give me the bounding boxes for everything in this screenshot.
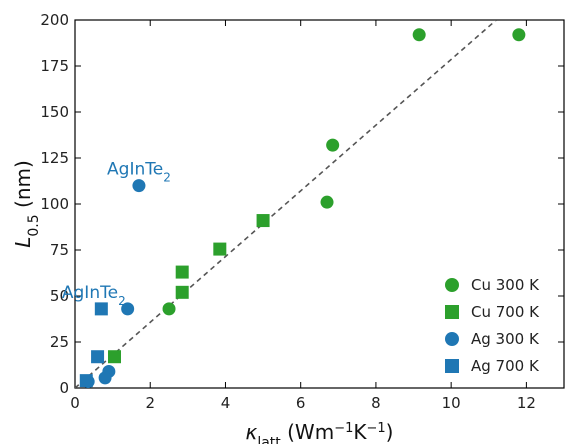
legend-marker: [445, 305, 459, 319]
y-label-units: (nm): [11, 160, 35, 214]
y-tick-label: 175: [40, 57, 69, 75]
series-cu-700-k: [107, 214, 270, 364]
y-tick-label: 0: [59, 379, 69, 397]
data-point: [326, 138, 340, 152]
annotation-sub: 2: [163, 171, 171, 185]
data-point: [79, 374, 93, 388]
x-tick-label: 4: [221, 394, 231, 412]
legend-label: Cu 300 K: [471, 276, 540, 294]
data-point: [175, 285, 189, 299]
y-tick-label: 125: [40, 149, 69, 167]
x-label-units: (Wm: [281, 420, 334, 444]
x-tick-label: 12: [517, 394, 536, 412]
y-tick-label: 150: [40, 103, 69, 121]
x-label-subscript: latt: [257, 435, 281, 444]
series-cu-300-k: [162, 28, 526, 316]
x-tick-label: 0: [70, 394, 80, 412]
data-point: [256, 214, 270, 228]
series-ag-700-k: [79, 302, 108, 388]
data-point: [132, 179, 146, 193]
data-point: [91, 350, 105, 364]
legend-marker: [445, 359, 459, 373]
annotation-sub: 2: [118, 294, 126, 308]
y-label-subscript: 0.5: [26, 214, 42, 236]
data-point: [107, 350, 121, 364]
data-point: [213, 242, 227, 256]
data-point: [512, 28, 526, 42]
legend-marker: [445, 332, 459, 346]
x-label-units-close: ): [386, 420, 394, 444]
series-ag-300-k: [81, 179, 146, 388]
legend-label: Ag 700 K: [471, 357, 540, 375]
x-label-units-k: K: [353, 420, 367, 444]
legend-label: Cu 700 K: [471, 303, 540, 321]
legend: Cu 300 K Cu 700 K Ag 300 K Ag 700 K: [445, 276, 540, 375]
data-point: [94, 302, 108, 316]
data-point: [121, 302, 135, 316]
x-tick-label: 8: [371, 394, 381, 412]
x-axis-label: κlatt (Wm−1K−1): [246, 420, 394, 444]
y-tick-label: 50: [50, 287, 69, 305]
x-label-superscript: −1: [366, 421, 385, 436]
annotation-base: AgInTe: [107, 160, 163, 180]
x-tick-label: 10: [442, 394, 461, 412]
data-point: [175, 265, 189, 279]
data-point: [320, 195, 334, 209]
annotation-base: AgInTe: [62, 283, 118, 303]
data-point: [412, 28, 426, 42]
fit-line: [75, 20, 497, 388]
y-tick-label: 75: [50, 241, 69, 259]
legend-marker: [445, 278, 459, 292]
y-label-symbol: L: [11, 237, 35, 248]
data-point: [162, 302, 176, 316]
x-tick-label: 6: [296, 394, 306, 412]
y-axis-label: L0.5 (nm): [11, 160, 42, 248]
x-tick-label: 2: [145, 394, 155, 412]
y-tick-label: 25: [50, 333, 69, 351]
annotation-label: AgInTe2: [107, 160, 171, 185]
legend-label: Ag 300 K: [471, 330, 540, 348]
data-point: [98, 371, 112, 385]
y-tick-label: 200: [40, 11, 69, 29]
y-tick-label: 100: [40, 195, 69, 213]
x-label-symbol: κ: [246, 420, 258, 444]
x-label-superscript: −1: [334, 421, 353, 436]
plot-area: 0 2 4 6 8 10 120255075100125150175200AgInTe2Ag…: [11, 11, 565, 444]
annotation-label: AgInTe2: [62, 283, 126, 308]
